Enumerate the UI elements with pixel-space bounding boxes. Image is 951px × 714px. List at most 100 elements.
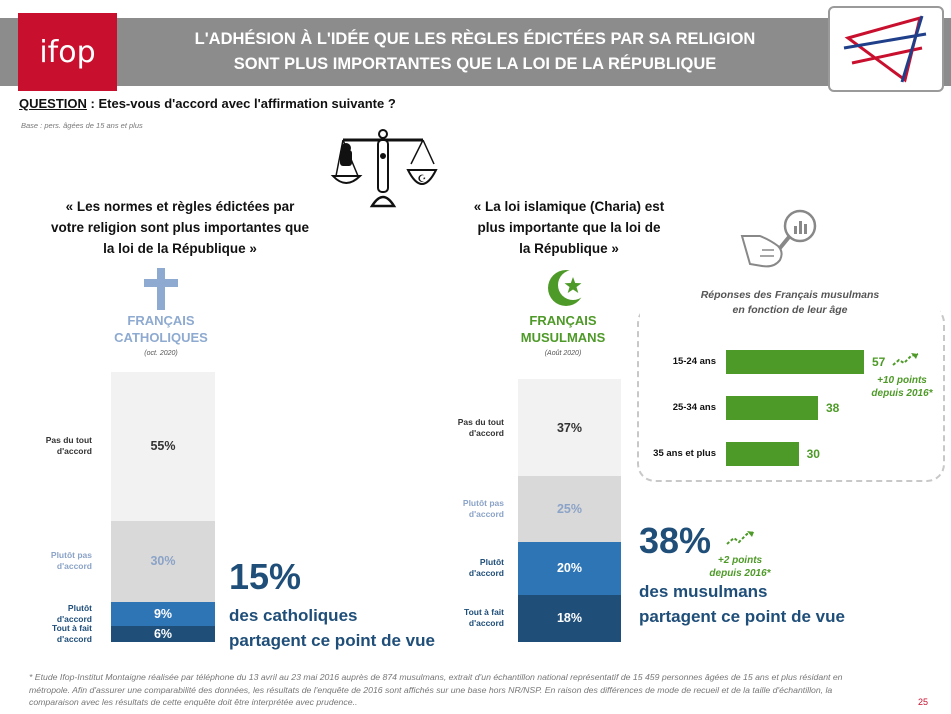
muslims-segment-label-2: Plutôt pas d'accord — [430, 498, 504, 520]
catholics-segment-label-3: Pas du tout d'accord — [20, 435, 92, 457]
svg-text:☪: ☪ — [418, 174, 427, 185]
catholics-segment-label-1-line-0: Plutôt — [67, 602, 92, 613]
group-catholics-date: (oct. 2020) — [144, 350, 178, 357]
page-number: 25 — [918, 697, 929, 707]
catholics-agree-total: 15% — [229, 556, 302, 597]
muslims-segment-2: 25% — [518, 476, 621, 543]
quote-right-line-3: la République » — [519, 241, 619, 256]
muslims-segment-label-0: Tout à fait d'accord — [430, 607, 504, 629]
muslims-segment-label-2-line-1: d'accord — [468, 509, 504, 520]
muslims-segment-label-3-line-0: Pas du tout — [457, 416, 504, 427]
muslims-segment-value-1: 20% — [556, 561, 583, 576]
age-category-1: 25-34 ans — [672, 402, 716, 413]
catholics-segment-label-2-line-1: d'accord — [56, 561, 92, 571]
muslims-segment-value-2: 25% — [556, 502, 583, 517]
partner-logo — [828, 6, 944, 92]
quote-right-line-2: plus importante que la loi de — [477, 220, 661, 235]
muslims-delta-line-2: depuis 2016* — [709, 568, 771, 579]
age-trend-up-icon — [892, 353, 919, 366]
base-note: Base : pers. âgées de 15 ans et plus — [21, 121, 143, 130]
catholics-segment-1: 9% — [111, 601, 215, 626]
muslims-segment-label-1: Plutôt d'accord — [430, 557, 504, 579]
muslims-segment-label-3: Pas du tout d'accord — [430, 417, 504, 439]
comite-laicite-republique-logo-icon — [843, 15, 927, 83]
group-catholics: FRANÇAIS CATHOLIQUES — [100, 312, 222, 346]
quote-right-line-1: « La loi islamique (Charia) est — [473, 199, 665, 214]
page-title: L'ADHÉSION À L'IDÉE QUE LES RÈGLES ÉDICT… — [130, 27, 820, 77]
age-value-2: 30 — [806, 447, 820, 461]
age-value-1: 38 — [826, 401, 840, 415]
age-bar-2 — [726, 442, 799, 466]
catholics-segment-label-0-line-0: Tout à fait — [52, 622, 92, 633]
catholics-segment-label-0: Tout à fait d'accord — [20, 623, 92, 645]
group-muslims-date: (Août 2020) — [544, 350, 582, 357]
balance-scale-icon: ☪ — [330, 129, 438, 208]
muslims-delta-line-1: +2 points — [717, 555, 763, 566]
group-muslims: FRANÇAIS MUSULMANS — [503, 312, 623, 346]
question: QUESTION : Etes-vous d'accord avec l'aff… — [19, 96, 396, 111]
age-value-0: 57 — [872, 355, 886, 369]
hand-magnifier-chart-icon — [740, 209, 817, 268]
age-category-0: 15-24 ans — [672, 356, 716, 367]
catholics-segment-value-1: 9% — [153, 606, 173, 621]
catholics-segment-label-3-line-0: Pas du tout — [45, 435, 92, 446]
question-label: QUESTION — [19, 96, 87, 111]
age-bar-0 — [726, 350, 864, 374]
question-text: : Etes-vous d'accord avec l'affirmation … — [86, 96, 396, 111]
footnote: * Etude Ifop-Institut Montaigne réalisée… — [29, 672, 843, 707]
stacked-bar-muslims: 18% 20% 25% 37% — [518, 379, 621, 642]
muslims-agree-text: des musulmans partagent ce point de vue — [639, 579, 845, 629]
header-band — [0, 18, 951, 86]
catholics-segment-0: 6% — [111, 625, 215, 642]
group-muslims-line-2: MUSULMANS — [520, 330, 606, 345]
title-line-1: L'ADHÉSION À L'IDÉE QUE LES RÈGLES ÉDICT… — [194, 30, 756, 48]
muslims-segment-label-1-line-0: Plutôt — [479, 557, 504, 568]
catholics-segment-label-1: Plutôt d'accord — [20, 603, 92, 625]
quote-catholics: « Les normes et règles édictées par votr… — [40, 196, 320, 259]
quote-left-line-2: votre religion sont plus importantes que — [50, 220, 310, 235]
logo-text: ifop — [39, 34, 96, 70]
catholics-agree-text: des catholiques partagent ce point de vu… — [229, 603, 435, 653]
catholics-segment-label-0-line-1: d'accord — [56, 633, 92, 644]
cross-icon — [144, 268, 178, 310]
muslims-segment-label-0-line-0: Tout à fait — [464, 607, 504, 618]
age-bar-1 — [726, 396, 818, 420]
catholics-segment-label-3-line-1: d'accord — [56, 446, 92, 457]
quote-left-line-3: la loi de la République » — [103, 241, 257, 256]
group-muslims-line-1: FRANÇAIS — [529, 313, 597, 328]
catholics-segment-3: 55% — [111, 372, 215, 521]
age-delta-line-2: depuis 2016* — [871, 388, 933, 399]
catholics-segment-label-1-line-1: d'accord — [56, 613, 92, 624]
muslims-segment-value-0: 18% — [556, 611, 583, 626]
quote-left-line-1: « Les normes et règles édictées par — [65, 199, 295, 214]
muslims-segment-label-3-line-1: d'accord — [468, 427, 504, 438]
age-delta: +10 points depuis 2016* — [860, 374, 944, 400]
catholics-segment-label-2: Plutôt pas d'accord — [20, 550, 92, 572]
catholics-segment-value-2: 30% — [150, 554, 176, 568]
stacked-bar-catholics: 6% 9% 30% 55% — [111, 372, 215, 642]
muslims-segment-3: 37% — [518, 379, 621, 477]
catholics-agree-text-line-1: des catholiques — [229, 606, 358, 625]
trend-up-icon — [726, 531, 755, 545]
catholics-segment-label-2-line-0: Plutôt pas — [50, 550, 92, 560]
age-title-line-1: Réponses des Français musulmans — [700, 289, 880, 301]
ifop-logo: ifop — [18, 13, 117, 91]
muslims-segment-0: 18% — [518, 594, 621, 642]
muslims-segment-value-3: 37% — [556, 420, 583, 435]
crescent-star-icon — [548, 270, 586, 306]
muslims-agree-total: 38% — [639, 520, 712, 561]
age-delta-line-1: +10 points — [877, 375, 927, 386]
age-category-2: 35 ans et plus — [653, 448, 716, 459]
catholics-segment-value-3: 55% — [150, 439, 176, 454]
muslims-delta: +2 points depuis 2016* — [700, 554, 780, 580]
quote-muslims: « La loi islamique (Charia) est plus imp… — [458, 196, 680, 259]
muslims-segment-1: 20% — [518, 542, 621, 595]
muslims-segment-label-2-line-0: Plutôt pas — [462, 498, 504, 509]
muslims-agree-text-line-2: partagent ce point de vue — [639, 607, 845, 626]
muslims-agree-text-line-1: des musulmans — [639, 582, 768, 601]
catholics-segment-2: 30% — [111, 520, 215, 602]
group-catholics-line-1: FRANÇAIS — [127, 313, 195, 328]
muslims-segment-label-1-line-1: d'accord — [468, 568, 504, 579]
group-catholics-line-2: CATHOLIQUES — [114, 330, 208, 345]
catholics-agree-text-line-2: partagent ce point de vue — [229, 631, 435, 650]
